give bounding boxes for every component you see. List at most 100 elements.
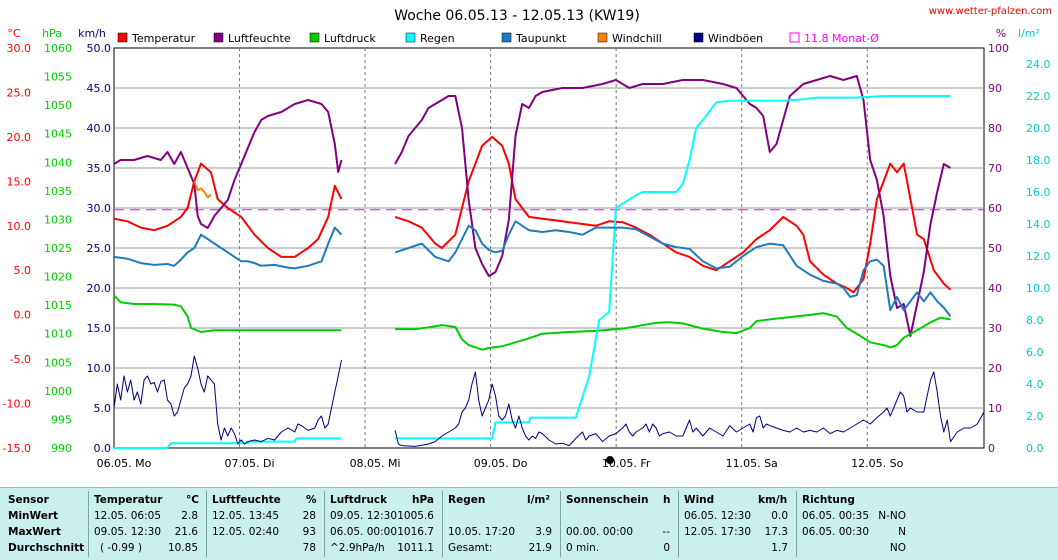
pressure-tick-label: 995 — [51, 413, 72, 426]
dir-min-time: 06.05. 00:35 — [802, 510, 869, 522]
pressure-tick-label: 1035 — [44, 185, 72, 198]
avg-label: Durchschnitt — [8, 542, 85, 554]
rain-max-time: 10.05. 17:20 — [448, 526, 515, 538]
humidity-tick-label: 10 — [988, 402, 1002, 415]
sun-max-val: -- — [662, 526, 670, 538]
temp-max-val: 21.6 — [174, 526, 198, 538]
legend: Temperatur Luftfeuchte Luftdruck Regen Taupu… — [117, 32, 879, 45]
series-temperatur — [394, 135, 952, 294]
rain-tick-label: 16.0 — [1026, 186, 1051, 199]
sun-avg-note: 0 min. — [566, 542, 600, 554]
humidity-tick-label: 20 — [988, 362, 1002, 375]
plot-grid — [113, 47, 985, 449]
temp-avg-val: 10.85 — [167, 542, 198, 554]
series-taupunkt — [394, 220, 952, 318]
wind-tick-label: 20.0 — [87, 282, 112, 295]
wind-min-val: 0.0 — [771, 510, 788, 522]
pressure-tick-label: 1015 — [44, 299, 72, 312]
dir-max-time: 06.05. 00:30 — [802, 526, 869, 538]
humidity-tick-label: 90 — [988, 82, 1002, 95]
press-avg-val: 1011.1 — [397, 542, 434, 554]
wind-avg-val: 1.7 — [771, 542, 788, 554]
temp-tick-label: 20.0 — [7, 131, 32, 144]
wind-unit-label: km/h — [758, 494, 788, 506]
legend-swatch — [117, 32, 128, 43]
site-url: www.wetter-pfalzen.com — [929, 6, 1052, 17]
wind-tick-label: 25.0 — [87, 242, 112, 255]
legend-swatch — [501, 32, 512, 43]
pressure-tick-label: 1045 — [44, 128, 72, 141]
temp-min-val: 2.8 — [181, 510, 198, 522]
x-tick-label: 10.05. Fr — [602, 457, 651, 470]
press-max-time: 06.05. 00:00 — [330, 526, 397, 538]
temp-title: Temperatur — [94, 494, 163, 506]
series-regen — [395, 95, 951, 440]
rain-tick-label: 14.0 — [1026, 218, 1051, 231]
rain-tick-label: 20.0 — [1026, 122, 1051, 135]
temp-unit: °C — [7, 27, 21, 40]
temp-tick-label: -15.0 — [3, 442, 31, 455]
legend-swatch — [789, 32, 800, 43]
rain-tick-label: 8.0 — [1026, 314, 1044, 327]
table-row-avg: Durchschnitt ( -0.99 ) 10.85 78 ^2.9hPa/… — [0, 540, 1058, 556]
temp-max-time: 09.05. 12:30 — [94, 526, 161, 538]
max-label: MaxWert — [8, 526, 61, 538]
legend-swatch — [597, 32, 608, 43]
rain-title: Regen — [448, 494, 486, 506]
wind-tick-label: 30.0 — [87, 202, 112, 215]
legend-label: Temperatur — [131, 32, 196, 45]
pressure-tick-label: 1060 — [44, 42, 72, 55]
press-max-val: 1016.7 — [397, 526, 434, 538]
series-temperatur — [113, 162, 343, 258]
press-avg-note: ^2.9hPa/h — [330, 542, 385, 554]
press-title: Luftdruck — [330, 494, 388, 506]
legend-label: Luftfeuchte — [228, 32, 291, 45]
series-regen — [114, 437, 342, 449]
press-unit-label: hPa — [412, 494, 434, 506]
legend-swatch — [213, 32, 224, 43]
legend-swatch — [405, 32, 416, 43]
rain-tick-label: 4.0 — [1026, 378, 1044, 391]
x-tick-label: 07.05. Di — [225, 457, 275, 470]
dir-max-val: N — [898, 526, 906, 538]
x-tick-label: 12.05. So — [851, 457, 903, 470]
hum-min-time: 12.05. 13:45 — [212, 510, 279, 522]
sun-avg-val: 0 — [663, 542, 670, 554]
rain-tick-label: 10.0 — [1026, 282, 1051, 295]
wind-tick-label: 45.0 — [87, 82, 112, 95]
pressure-tick-label: 1055 — [44, 71, 72, 84]
pressure-tick-label: 1030 — [44, 213, 72, 226]
pressure-tick-label: 1040 — [44, 156, 72, 169]
hum-min-val: 28 — [302, 510, 316, 522]
legend-label: Windchill — [612, 32, 662, 45]
wind-tick-label: 10.0 — [87, 362, 112, 375]
wind-min-time: 06.05. 12:30 — [684, 510, 751, 522]
temp-tick-label: 25.0 — [7, 86, 32, 99]
humidity-tick-label: 50 — [988, 242, 1002, 255]
wind-tick-label: 15.0 — [87, 322, 112, 335]
series-lines — [113, 75, 985, 449]
kmh-unit: km/h — [78, 27, 106, 40]
pressure-tick-label: 1005 — [44, 356, 72, 369]
axes: 06.05. Mo 07.05. Di 08.05. Mi 09.05. Do 10.0… — [3, 42, 1051, 470]
sun-max-time: 00.00. 00:00 — [566, 526, 633, 538]
rain-tick-label: 12.0 — [1026, 250, 1051, 263]
x-tick-label: 11.05. Sa — [726, 457, 778, 470]
rain-tick-label: 0.0 — [1026, 442, 1044, 455]
pressure-tick-label: 1020 — [44, 271, 72, 284]
legend-swatch — [693, 32, 704, 43]
humidity-tick-label: 80 — [988, 122, 1002, 135]
legend-label: Regen — [420, 32, 455, 45]
statistics-table: Sensor Temperatur °C Luftfeuchte % Luftd… — [0, 487, 1058, 560]
pct-unit: % — [996, 27, 1006, 40]
series-windchill — [193, 180, 212, 199]
temp-tick-label: 15.0 — [7, 175, 32, 188]
table-row-max: MaxWert 09.05. 12:30 21.6 12.05. 02:40 9… — [0, 524, 1058, 540]
hum-avg-val: 78 — [302, 542, 316, 554]
hum-title: Luftfeuchte — [212, 494, 281, 506]
temp-tick-label: 0.0 — [14, 309, 32, 322]
legend-label: Taupunkt — [515, 32, 567, 45]
dir-title: Richtung — [802, 494, 855, 506]
rain-unit-label: l/m² — [527, 494, 550, 506]
press-min-time: 09.05. 12:30 — [330, 510, 397, 522]
